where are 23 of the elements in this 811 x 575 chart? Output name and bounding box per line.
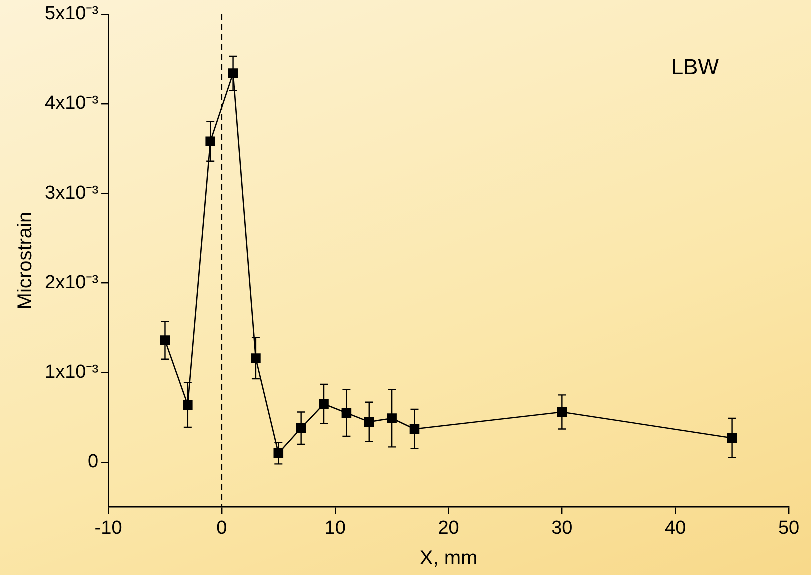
x-axis-title: X, mm [420,548,478,570]
x-tick-label: 40 [665,518,686,539]
x-tick-label: 0 [216,518,228,539]
y-axis-title: Microstrain [14,212,37,310]
y-tick-label: 4x10⁻³ [44,93,99,114]
y-tick-label: 5x10⁻³ [44,4,99,25]
point [206,136,216,147]
point [251,354,261,364]
x-tick-label: 50 [778,518,800,539]
x-tick-label: -10 [94,518,122,539]
point [364,417,374,427]
y-tick-label: 2x10⁻³ [44,272,99,294]
y-tick-label: 1x10⁻³ [44,362,99,384]
y-tick-label: 0 [88,452,99,473]
point [319,399,329,410]
x-tick-label: 20 [438,518,460,539]
x-tick-label: 10 [324,518,346,539]
y-tick-label: 3x10⁻³ [44,182,99,204]
point [387,414,397,424]
point [274,448,284,458]
annotation: LBW [671,54,720,80]
point [183,400,193,410]
x-tick-label: 30 [552,518,573,539]
